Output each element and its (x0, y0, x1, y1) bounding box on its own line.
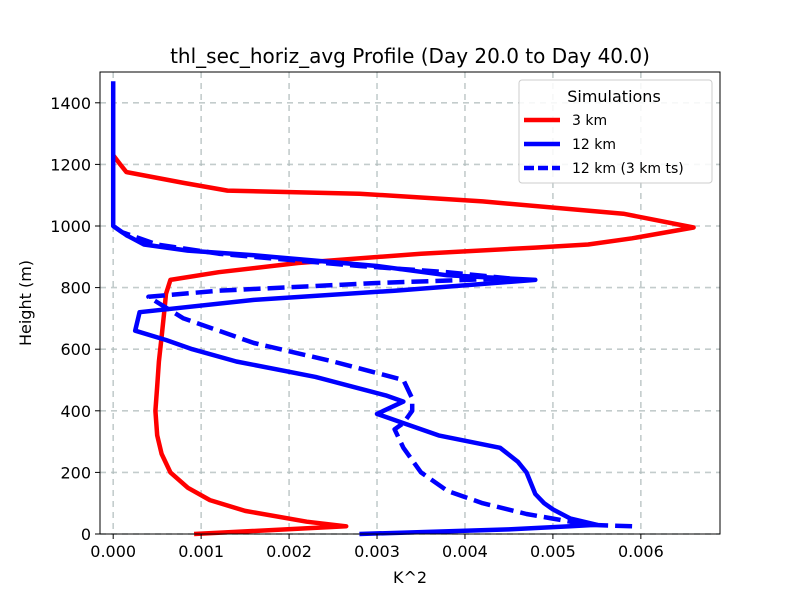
y-tick-label: 0 (81, 525, 91, 544)
series-line-2 (110, 81, 600, 537)
y-axis-ticks: 0 200 400 600 800 1000 1200 1400 (50, 94, 100, 544)
x-tick-label: 0.003 (354, 542, 400, 561)
legend-label: 3 km (572, 113, 607, 129)
x-axis-ticks: 0.000 0.001 0.002 0.003 0.004 0.005 0.006 (90, 534, 664, 561)
x-tick-label: 0.004 (442, 542, 488, 561)
y-tick-label: 200 (60, 463, 91, 482)
x-tick-label: 0.006 (618, 542, 664, 561)
legend-label: 12 km (3 km ts) (572, 161, 684, 177)
series-lines (110, 81, 696, 537)
x-tick-label: 0.001 (178, 542, 224, 561)
series-line-3 (111, 224, 633, 529)
x-tick-label: 0.005 (530, 542, 576, 561)
legend-title: Simulations (567, 87, 661, 106)
legend-box (518, 79, 713, 184)
x-tick-label: 0.002 (266, 542, 312, 561)
y-tick-label: 600 (60, 340, 91, 359)
y-tick-label: 1000 (50, 217, 91, 236)
x-axis-label: K^2 (393, 568, 427, 587)
y-tick-label: 800 (60, 279, 91, 298)
y-tick-label: 400 (60, 402, 91, 421)
legend-label: 12 km (572, 137, 616, 153)
y-tick-label: 1200 (50, 155, 91, 174)
legend: Simulations 3 km 12 km 12 km (3 km ts) (518, 79, 713, 184)
legend-entries: 3 km 12 km 12 km (3 km ts) (524, 113, 684, 177)
series-line-1 (111, 153, 696, 537)
chart-title: thl_sec_horiz_avg Profile (Day 20.0 to D… (170, 44, 650, 68)
plot-frame (99, 71, 721, 535)
y-tick-label: 1400 (50, 94, 91, 113)
x-tick-label: 0.000 (90, 542, 136, 561)
y-axis-label: Height (m) (16, 260, 35, 346)
